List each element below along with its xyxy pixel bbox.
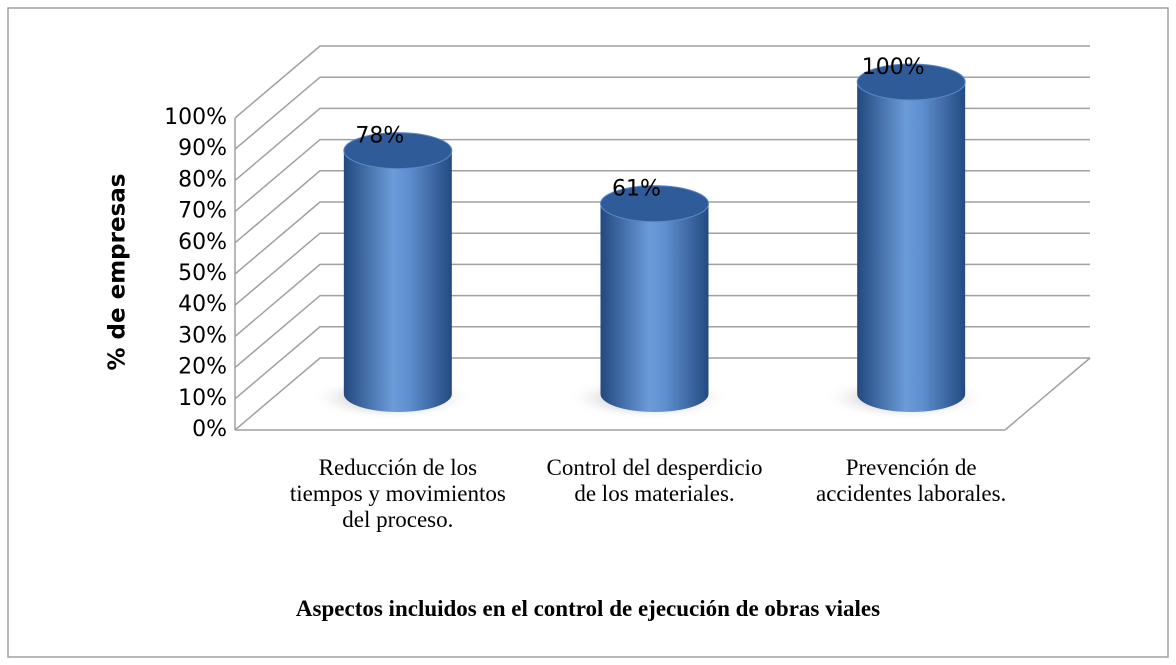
grid-line — [234, 294, 1090, 369]
grid-line — [234, 107, 1090, 181]
bar-top — [600, 185, 709, 223]
bar-top — [856, 63, 966, 101]
y-tick-label: 60% — [178, 230, 227, 255]
x-tick-label: Prevención de accidentes laborales. — [816, 455, 1007, 506]
floor-right — [1004, 357, 1091, 431]
value-label: 100% — [862, 55, 925, 80]
grid-line — [234, 263, 1090, 337]
grid-line — [234, 201, 1090, 275]
y-tick-label: 50% — [178, 261, 227, 286]
y-tick-label: 70% — [178, 199, 227, 224]
y-tick-label: 80% — [178, 167, 227, 192]
y-tick-label: 10% — [178, 386, 227, 411]
border — [7, 7, 1169, 658]
grid-line — [234, 45, 1090, 119]
x-tick-label: Control del desperdicio de los materiale… — [546, 455, 763, 506]
y-tick-label: 40% — [178, 292, 227, 317]
x-axis-title: Aspectos incluidos en el control de ejec… — [295, 596, 881, 621]
grid-line — [234, 357, 1090, 431]
value-label: 78% — [355, 124, 404, 149]
bar — [600, 203, 709, 412]
y-tick-label: 20% — [178, 355, 227, 380]
grid-line — [234, 170, 1090, 244]
bar — [343, 150, 452, 412]
value-label: 61% — [612, 177, 661, 202]
grid-line — [234, 232, 1090, 306]
y-tick-label: 100% — [164, 105, 227, 130]
y-tick-label: 90% — [178, 136, 227, 161]
y-axis-title: % de empresas — [105, 174, 131, 371]
grid-line — [234, 326, 1090, 400]
y-tick-label: 30% — [178, 323, 227, 348]
x-tick-label: Reducción de los tiempos y movimientos d… — [289, 455, 506, 532]
bar — [857, 82, 966, 412]
bar-top — [343, 132, 453, 170]
grid-line — [234, 138, 1090, 213]
y-tick-label: 0% — [192, 417, 227, 442]
grid-line — [234, 76, 1090, 150]
